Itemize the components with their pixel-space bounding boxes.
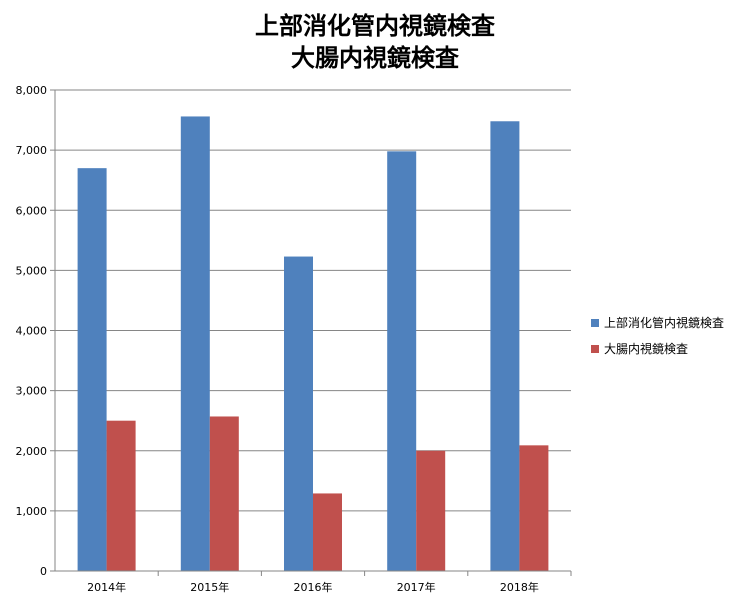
- chart-title-line-2: 大腸内視鏡検査: [291, 44, 459, 72]
- chart-title-line-1: 上部消化管内視鏡検査: [255, 12, 495, 40]
- x-tick-label: 2014年: [87, 580, 126, 594]
- bar-colon-3: [416, 450, 446, 571]
- legend-swatch: [591, 319, 599, 327]
- bar-upper-gi-2: [284, 256, 313, 571]
- y-tick-label: 0: [40, 565, 47, 578]
- x-axis-tick-labels: 2014年 2015年 2016年 2017年 2018年: [87, 571, 572, 594]
- legend-label: 上部消化管内視鏡検査: [604, 315, 724, 330]
- x-tick-label: 2015年: [190, 580, 229, 594]
- bar-colon-2: [313, 493, 342, 571]
- y-tick-label: 6,000: [16, 204, 48, 217]
- y-tick-label: 2,000: [16, 445, 48, 458]
- y-tick-label: 4,000: [16, 325, 48, 338]
- y-tick-label: 3,000: [16, 385, 48, 398]
- bar-upper-gi-4: [490, 121, 520, 571]
- y-tick-label: 7,000: [16, 144, 48, 157]
- bars: [77, 116, 549, 571]
- x-tick-label: 2018年: [500, 580, 539, 594]
- bar-upper-gi-0: [77, 168, 107, 571]
- y-axis-tick-labels: 0 1,000 2,000 3,000 4,000 5,000 6,000 7,000 8,00…: [16, 84, 48, 578]
- bar-colon-4: [519, 445, 549, 571]
- bar-upper-gi-1: [180, 116, 210, 571]
- x-tick-label: 2017年: [397, 580, 436, 594]
- legend-swatch: [591, 345, 599, 353]
- x-tick-label: 2016年: [294, 580, 333, 594]
- y-tick-label: 8,000: [16, 84, 48, 97]
- y-tick-label: 5,000: [16, 264, 48, 277]
- bar-colon-1: [209, 416, 239, 571]
- y-tick-label: 1,000: [16, 505, 48, 518]
- legend-label: 大腸内視鏡検査: [604, 341, 688, 356]
- bar-upper-gi-3: [387, 151, 417, 571]
- bar-colon-0: [106, 420, 136, 571]
